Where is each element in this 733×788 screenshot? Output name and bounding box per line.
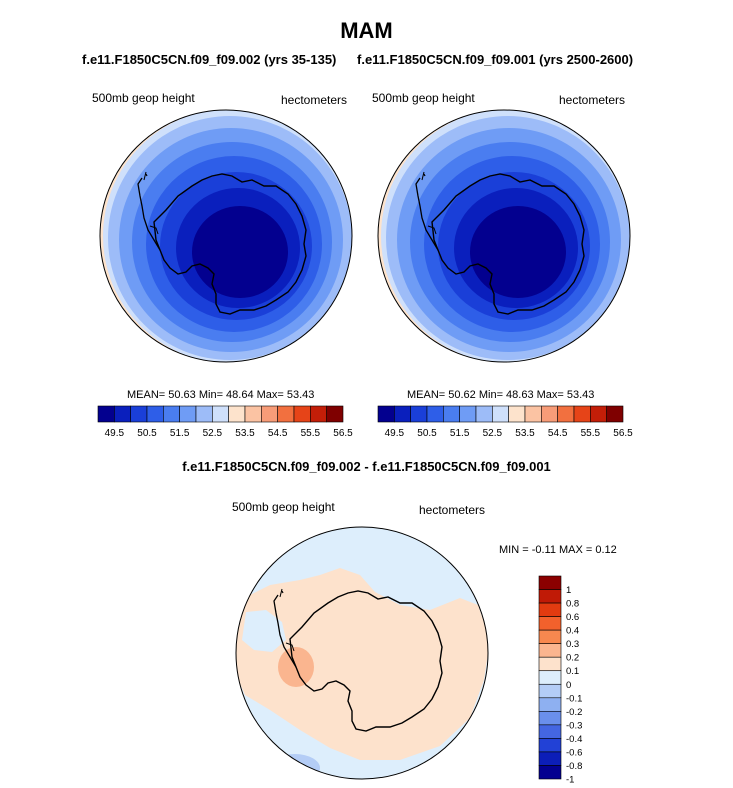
difference-polar-map — [235, 526, 489, 780]
diff-colorbar-tick-label: 0 — [566, 680, 571, 691]
diff-units-label: hectometers — [419, 503, 486, 517]
left-colorbar-tick-label: 54.5 — [268, 428, 288, 439]
left-colorbar-swatch — [163, 405, 180, 423]
right-colorbar-swatch — [590, 405, 607, 423]
left-colorbar-tick-label: 55.5 — [301, 428, 321, 439]
left-polar-map — [99, 109, 353, 363]
left-colorbar-swatch — [130, 405, 148, 423]
diff-minmax: MIN = -0.11 MAX = 0.12 — [499, 544, 617, 556]
diff-colorbar-tick-label: -0.4 — [566, 734, 582, 745]
left-colorbar-swatch — [228, 405, 246, 423]
right-colorbar-tick-label: 49.5 — [385, 428, 405, 439]
diff-colorbar-swatch — [538, 589, 562, 604]
right-colorbar-swatch — [377, 405, 395, 423]
diff-colorbar-swatch — [538, 616, 562, 631]
difference-title: f.e11.F1850C5CN.f09_f09.002 - f.e11.F185… — [182, 459, 551, 474]
right-colorbar-tick-label: 53.5 — [515, 428, 535, 439]
diff-colorbar-swatch — [538, 751, 562, 766]
right-variable-label: 500mb geop height — [372, 91, 475, 105]
right-colorbar-swatch — [459, 405, 477, 423]
right-colorbar: 49.5 50.5 51.5 52.5 53.5 54.5 55.5 56.5 — [377, 405, 633, 439]
left-colorbar-tick-label: 53.5 — [235, 428, 255, 439]
left-colorbar-swatch — [277, 405, 295, 423]
right-colorbar-swatch — [475, 405, 493, 423]
left-colorbar-tick-label: 56.5 — [333, 428, 353, 439]
left-colorbar-tick-label: 50.5 — [137, 428, 157, 439]
diff-colorbar-tick-label: 0.8 — [566, 599, 579, 610]
diff-colorbar-swatch — [538, 656, 562, 672]
diff-colorbar-tick-label: -0.3 — [566, 720, 582, 731]
diff-colorbar-tick-label: 0.1 — [566, 666, 579, 677]
diff-colorbar-tick-label: 0.4 — [566, 626, 579, 637]
diff-colorbar: 1 0.8 0.6 0.4 0.3 0.2 0.1 0 -0.1 -0.2 -0.3 -0.4 -0.6… — [538, 575, 582, 786]
diff-colorbar-tick-label: 0.2 — [566, 653, 579, 664]
diff-colorbar-swatch — [538, 697, 562, 712]
diff-colorbar-swatch — [538, 683, 562, 699]
left-units-label: hectometers — [281, 93, 348, 107]
right-stats: MEAN= 50.62 Min= 48.63 Max= 53.43 — [407, 389, 595, 401]
right-colorbar-swatch — [492, 405, 509, 423]
diff-colorbar-swatch — [538, 670, 562, 685]
diff-colorbar-tick-label: 0.3 — [566, 639, 579, 650]
right-colorbar-swatch — [394, 405, 411, 423]
left-variable-label: 500mb geop height — [92, 91, 195, 105]
diff-colorbar-swatch — [538, 602, 562, 617]
left-colorbar-swatch — [326, 405, 344, 423]
diff-colorbar-swatch — [538, 765, 562, 780]
left-colorbar: 49.5 50.5 51.5 52.5 53.5 54.5 55.5 56.5 — [97, 405, 353, 439]
diff-colorbar-tick-label: -0.8 — [566, 761, 582, 772]
right-polar-map — [377, 109, 631, 363]
right-colorbar-tick-label: 51.5 — [450, 428, 470, 439]
left-colorbar-tick-label: 49.5 — [105, 428, 125, 439]
left-colorbar-swatch — [114, 405, 131, 423]
right-colorbar-tick-label: 50.5 — [417, 428, 437, 439]
left-colorbar-swatch — [146, 405, 164, 423]
diff-colorbar-tick-label: 1 — [566, 585, 571, 596]
diff-colorbar-swatch — [538, 629, 562, 644]
left-case-label: f.e11.F1850C5CN.f09_f09.002 (yrs 35-135) — [82, 52, 337, 67]
right-colorbar-swatch — [606, 405, 624, 423]
right-colorbar-swatch — [524, 405, 542, 423]
diff-colorbar-tick-label: 0.6 — [566, 612, 579, 623]
diff-colorbar-swatch — [538, 643, 562, 658]
right-colorbar-tick-label: 55.5 — [581, 428, 601, 439]
right-colorbar-swatch — [541, 405, 558, 423]
left-colorbar-tick-label: 51.5 — [170, 428, 190, 439]
diff-colorbar-swatch — [538, 575, 562, 590]
right-units-label: hectometers — [559, 93, 626, 107]
right-case-label: f.e11.F1850C5CN.f09_f09.001 (yrs 2500-26… — [357, 52, 634, 67]
right-colorbar-tick-label: 56.5 — [613, 428, 633, 439]
left-colorbar-swatch — [310, 405, 327, 423]
right-colorbar-tick-label: 52.5 — [483, 428, 503, 439]
diff-colorbar-tick-label: -0.1 — [566, 693, 582, 704]
diff-colorbar-tick-label: -0.6 — [566, 747, 582, 758]
left-colorbar-tick-label: 52.5 — [203, 428, 223, 439]
right-colorbar-swatch — [508, 405, 526, 423]
right-colorbar-swatch — [573, 405, 591, 423]
left-colorbar-swatch — [97, 405, 115, 423]
left-colorbar-swatch — [179, 405, 197, 423]
left-colorbar-swatch — [244, 405, 262, 423]
diff-colorbar-swatch — [538, 711, 562, 726]
left-stats: MEAN= 50.63 Min= 48.64 Max= 53.43 — [127, 389, 315, 401]
right-colorbar-swatch — [443, 405, 460, 423]
right-colorbar-tick-label: 54.5 — [548, 428, 568, 439]
left-colorbar-swatch — [261, 405, 278, 423]
left-colorbar-swatch — [293, 405, 311, 423]
left-colorbar-swatch — [212, 405, 229, 423]
right-colorbar-swatch — [557, 405, 575, 423]
left-colorbar-swatch — [195, 405, 213, 423]
diff-colorbar-swatch — [538, 724, 562, 739]
right-colorbar-swatch — [410, 405, 428, 423]
right-colorbar-swatch — [426, 405, 444, 423]
diff-colorbar-swatch — [538, 738, 562, 753]
diff-colorbar-tick-label: -1 — [566, 775, 574, 786]
figure-title: MAM — [340, 18, 393, 43]
diff-colorbar-tick-label: -0.2 — [566, 707, 582, 718]
diff-variable-label: 500mb geop height — [232, 500, 335, 514]
